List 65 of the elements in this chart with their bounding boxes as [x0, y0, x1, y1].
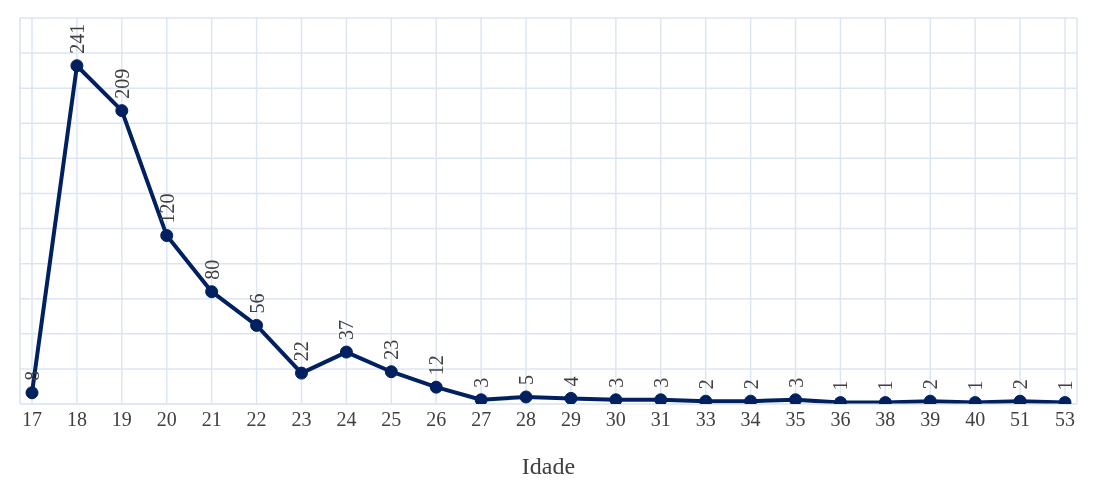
- point: [654, 393, 668, 404]
- x-tick-label: 25: [381, 408, 402, 431]
- x-tick-label: 23: [291, 408, 312, 431]
- point: [205, 285, 219, 299]
- point: [25, 386, 39, 400]
- x-tick-label: 40: [965, 408, 986, 431]
- data-label: 3: [649, 377, 672, 388]
- x-tick-label: 20: [156, 408, 177, 431]
- data-label: 1: [874, 380, 897, 391]
- x-tick-label: 39: [920, 408, 941, 431]
- x-tick-label: 38: [875, 408, 896, 431]
- point: [474, 393, 488, 404]
- point: [339, 345, 353, 359]
- point: [115, 104, 129, 118]
- data-label: 8: [21, 370, 43, 381]
- point: [609, 393, 623, 404]
- data-label: 2: [1009, 379, 1032, 390]
- x-tick-label: 29: [560, 408, 581, 431]
- data-label: 1: [964, 380, 987, 391]
- x-tick-label: 34: [740, 408, 761, 431]
- point: [250, 318, 264, 332]
- data-label: 80: [200, 259, 223, 280]
- data-label: 209: [110, 68, 133, 99]
- x-tick-label: 28: [516, 408, 537, 431]
- x-tick-label: 53: [1055, 408, 1075, 431]
- data-label: 2: [919, 379, 942, 390]
- x-tick-label: 30: [605, 408, 626, 431]
- x-tick-label: 19: [111, 408, 132, 431]
- x-tick-label: 35: [785, 408, 806, 431]
- data-label: 2: [694, 379, 717, 390]
- point: [429, 380, 443, 394]
- x-tick-label: 26: [426, 408, 447, 431]
- point: [564, 391, 578, 404]
- x-tick-label: 36: [830, 408, 851, 431]
- point: [519, 390, 533, 404]
- data-label: 120: [155, 193, 178, 224]
- data-label: 3: [604, 377, 627, 388]
- data-label: 23: [380, 339, 403, 360]
- x-tick-label: 21: [201, 408, 222, 431]
- x-tick-label: 51: [1010, 408, 1031, 431]
- data-label: 241: [65, 23, 88, 54]
- point: [384, 365, 398, 379]
- x-tick-label: 17: [22, 408, 42, 431]
- point: [294, 366, 308, 380]
- x-tick-label: 22: [246, 408, 267, 431]
- x-tick-label: 31: [650, 408, 671, 431]
- data-label: 2: [739, 379, 762, 390]
- data-label: 5: [515, 374, 538, 385]
- point: [789, 393, 803, 404]
- point: [70, 59, 84, 73]
- data-label: 37: [335, 320, 358, 341]
- data-label: 12: [425, 355, 448, 376]
- x-tick-label: 18: [66, 408, 87, 431]
- data-label: 3: [470, 377, 493, 388]
- data-label: 4: [559, 376, 582, 387]
- x-tick-label: 24: [336, 408, 357, 431]
- data-label: 3: [784, 377, 807, 388]
- point: [160, 229, 174, 243]
- x-axis-title: Idade: [521, 453, 576, 479]
- data-label: 1: [829, 380, 852, 391]
- data-label: 56: [245, 293, 268, 314]
- x-tick-label: 33: [695, 408, 716, 431]
- data-label: 1: [1054, 380, 1076, 391]
- data-label: 22: [290, 341, 313, 362]
- x-tick-label: 27: [471, 408, 492, 431]
